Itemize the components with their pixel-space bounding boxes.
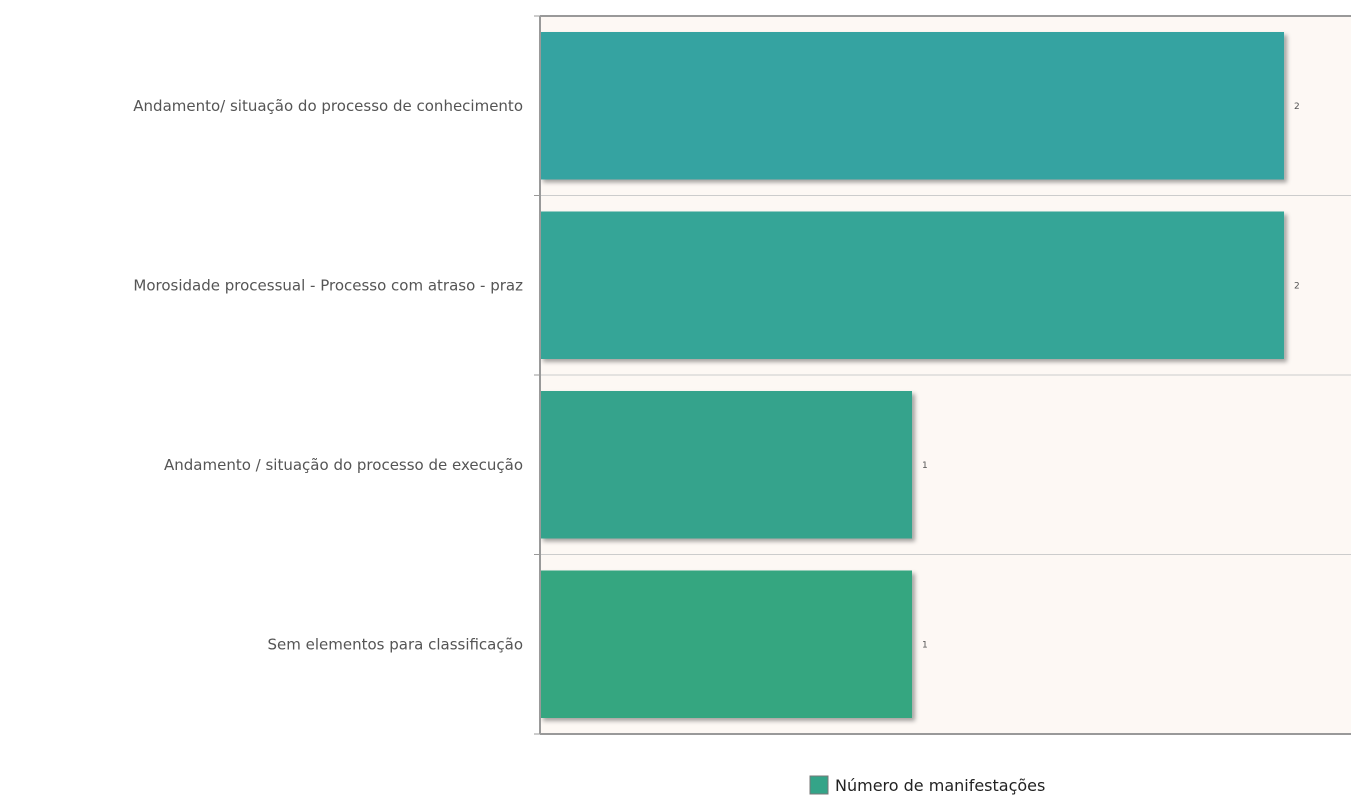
value-label: 1 <box>922 640 928 650</box>
value-label: 2 <box>1294 102 1300 112</box>
value-label: 2 <box>1294 281 1300 291</box>
category-labels: Andamento/ situação do processo de conhe… <box>133 97 523 654</box>
bar[interactable] <box>540 391 913 539</box>
axes <box>534 15 1351 735</box>
category-label: Andamento/ situação do processo de conhe… <box>133 97 523 115</box>
legend[interactable]: Número de manifestações <box>809 775 1045 795</box>
bar[interactable] <box>540 211 1285 360</box>
category-label: Andamento / situação do processo de exec… <box>164 456 523 474</box>
bar[interactable] <box>540 32 1285 180</box>
value-labels: 2 2 1 1 <box>922 102 1300 651</box>
category-label: Sem elementos para classificação <box>268 635 524 653</box>
legend-swatch[interactable] <box>809 775 829 795</box>
category-label: Morosidade processual - Processo com atr… <box>133 276 523 294</box>
bar[interactable] <box>540 570 913 719</box>
bars <box>540 32 1285 719</box>
legend-label[interactable]: Número de manifestações <box>835 776 1045 795</box>
value-label: 1 <box>922 461 928 471</box>
grid-lines <box>540 195 1351 555</box>
